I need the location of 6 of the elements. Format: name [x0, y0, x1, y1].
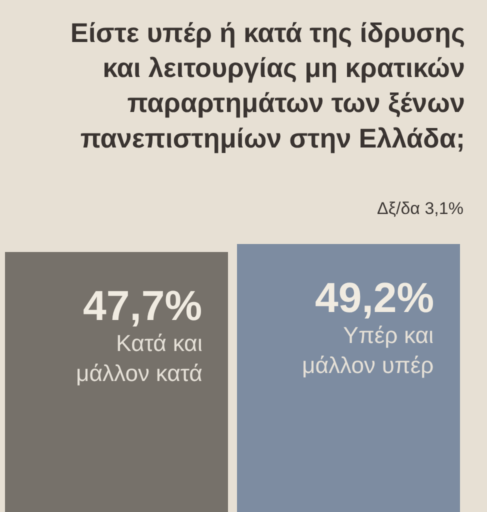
data-label: 49,2% — [315, 274, 434, 321]
x-tick-label: Κατά και μάλλον κατά — [76, 330, 202, 386]
data-label: 47,7% — [83, 282, 202, 329]
text: Δξ/δα 3,1% — [377, 199, 464, 218]
chart-title: Είστε υπέρ ή κατά της ίδρυσης και λειτουργίας μη κρατικών παραρτημάτων των ξένων πανεπιστημίων στην Ελλάδα; — [70, 18, 465, 154]
x-tick-label: Υπέρ και μάλλον υπέρ — [302, 322, 434, 378]
